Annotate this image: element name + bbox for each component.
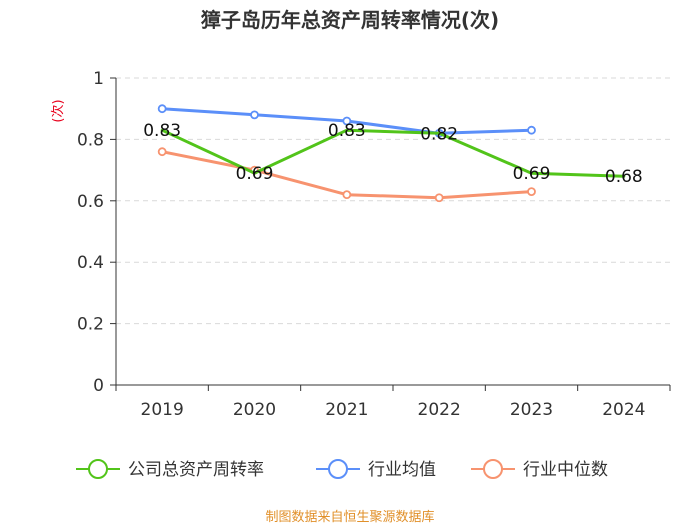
series-point-1 [342, 116, 352, 126]
x-tick-label: 2024 [602, 400, 645, 420]
legend-label: 行业中位数 [523, 460, 608, 480]
series-point-2 [527, 187, 536, 196]
chart-title: 獐子岛历年总资产周转率情况(次) [201, 8, 499, 32]
legend-swatch-marker [483, 459, 503, 479]
grid-layer [116, 77, 670, 325]
legend: 公司总资产周转率 行业均值 行业中位数 [76, 459, 608, 480]
data-label-layer: 0.83 0.69 0.83 0.82 0.69 0.68 [143, 121, 643, 187]
series-layer [157, 104, 626, 203]
legend-label: 公司总资产周转率 [128, 460, 264, 480]
data-label: 0.69 [236, 164, 274, 184]
series-point-1 [527, 125, 536, 135]
axis-layer: 0 0.2 0.4 0.6 0.8 1 2019 2020 2021 2022 2023 2024 [77, 69, 671, 420]
y-tick-label: 0.6 [77, 192, 104, 212]
y-tick-label: 1 [93, 69, 104, 89]
y-tick-label: 0.8 [77, 130, 104, 150]
y-tick-label: 0.4 [77, 253, 104, 273]
series-line-0 [160, 128, 626, 178]
legend-swatch-marker [328, 459, 348, 479]
x-tick-label: 2023 [510, 400, 553, 420]
data-label: 0.68 [605, 167, 643, 187]
series-point-2 [157, 147, 167, 157]
y-axis-unit: (次) [50, 99, 66, 122]
series-point-2 [434, 193, 444, 203]
series-point-1 [250, 110, 259, 120]
data-label: 0.69 [513, 164, 551, 184]
series-point-2 [342, 190, 352, 200]
data-label: 0.82 [420, 124, 458, 144]
data-label: 0.83 [328, 121, 366, 141]
x-tick-label: 2020 [233, 400, 276, 420]
legend-swatch-marker [88, 459, 108, 479]
x-tick-label: 2022 [418, 400, 461, 420]
y-tick-label: 0.2 [77, 315, 104, 335]
y-tick-label: 0 [93, 376, 104, 396]
data-label: 0.83 [143, 121, 181, 141]
x-tick-label: 2021 [325, 400, 368, 420]
series-point-1 [157, 104, 167, 114]
source-note: 制图数据来自恒生聚源数据库 [265, 509, 434, 525]
x-tick-label: 2019 [141, 400, 184, 420]
legend-label: 行业均值 [368, 460, 436, 480]
